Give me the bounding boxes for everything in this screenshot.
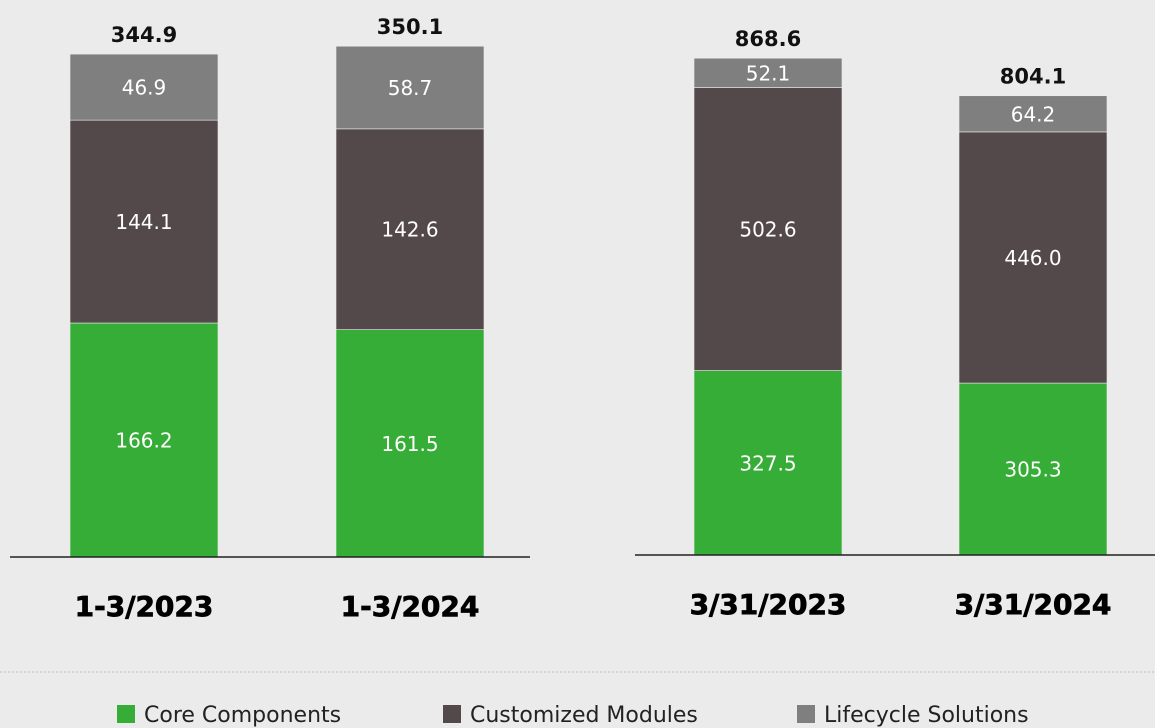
category-label: 1-3/2023 xyxy=(75,590,214,623)
segment-label: 161.5 xyxy=(381,432,438,456)
bar-segment xyxy=(693,370,843,556)
bar-segment xyxy=(335,128,485,330)
legend-label: Core Components xyxy=(144,703,341,728)
bar-segment xyxy=(958,131,1108,384)
bar-segment xyxy=(335,329,485,558)
category-label: 3/31/2023 xyxy=(690,588,847,621)
legend-label: Customized Modules xyxy=(470,703,698,728)
bar-segment xyxy=(69,119,219,324)
segment-label: 327.5 xyxy=(739,451,796,475)
bar-segment xyxy=(693,57,843,88)
bar-segment xyxy=(693,87,843,371)
segment-label: 305.3 xyxy=(1004,458,1061,482)
total-label: 868.6 xyxy=(735,27,801,51)
segment-label: 502.6 xyxy=(739,218,796,242)
legend-swatch xyxy=(443,705,461,723)
segment-label: 144.1 xyxy=(115,210,172,234)
segment-label: 142.6 xyxy=(381,218,438,242)
category-label: 1-3/2024 xyxy=(341,590,480,623)
legend-label: Lifecycle Solutions xyxy=(824,703,1029,728)
segment-label: 46.9 xyxy=(122,76,167,100)
category-label: 3/31/2024 xyxy=(955,588,1112,621)
total-label: 804.1 xyxy=(1000,65,1066,89)
segment-label: 64.2 xyxy=(1011,102,1056,126)
legend-swatch xyxy=(117,705,135,723)
segment-label: 166.2 xyxy=(115,429,172,453)
bar-segment xyxy=(958,95,1108,133)
segment-label: 52.1 xyxy=(746,61,791,85)
bar-segment xyxy=(69,53,219,121)
segment-label: 446.0 xyxy=(1004,246,1061,270)
bar-segment xyxy=(69,322,219,558)
segment-label: 58.7 xyxy=(388,76,433,100)
total-label: 350.1 xyxy=(377,15,443,39)
legend-swatch xyxy=(797,705,815,723)
bar-segment xyxy=(335,45,485,130)
total-label: 344.9 xyxy=(111,23,177,47)
